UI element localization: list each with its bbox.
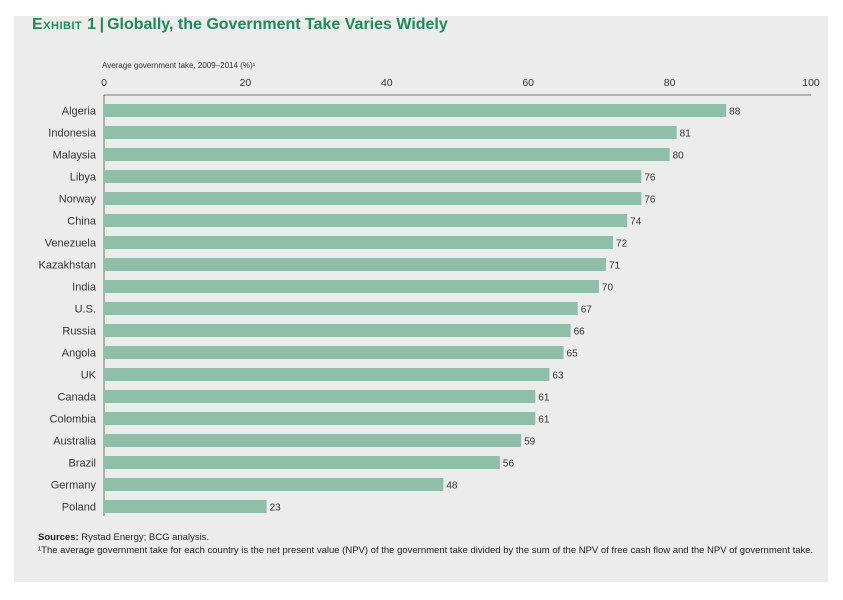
category-label: Germany — [51, 480, 97, 492]
category-label: China — [67, 216, 97, 228]
category-label: Brazil — [68, 458, 96, 470]
data-label: 76 — [644, 173, 656, 184]
title-separator: | — [99, 16, 105, 33]
data-label: 80 — [673, 151, 685, 162]
x-tick-label: 0 — [101, 77, 107, 89]
data-label: 76 — [644, 195, 656, 206]
x-tick-label: 80 — [664, 77, 676, 89]
category-label: Australia — [53, 436, 97, 448]
data-label: 63 — [552, 371, 564, 382]
x-tick-label: 60 — [522, 77, 534, 89]
category-label: Libya — [70, 172, 97, 184]
data-label: 59 — [524, 437, 536, 448]
exhibit-number: Exhibit 1 — [32, 16, 97, 33]
data-label: 65 — [567, 349, 579, 360]
category-label: Kazakhstan — [39, 260, 96, 272]
data-label: 72 — [616, 239, 628, 250]
sources-text: Rystad Energy; BCG analysis. — [81, 532, 210, 543]
bar — [104, 148, 670, 161]
category-label: U.S. — [75, 304, 96, 316]
sources-label: Sources: — [38, 532, 79, 543]
exhibit-title: Exhibit 1 | Globally, the Government Take … — [32, 16, 448, 34]
sources-block: Sources: Rystad Energy; BCG analysis. ¹T… — [38, 531, 818, 557]
category-label: Canada — [57, 392, 96, 404]
category-label: Venezuela — [45, 238, 97, 250]
category-label: Colombia — [50, 414, 97, 426]
bar — [104, 214, 628, 227]
data-label: 23 — [270, 503, 282, 514]
bar — [104, 412, 536, 425]
chart-title: Globally, the Government Take Varies Wid… — [107, 16, 448, 33]
footnote: ¹The average government take for each co… — [38, 545, 814, 556]
bar — [104, 500, 267, 513]
data-label: 48 — [446, 481, 458, 492]
bar — [104, 280, 599, 293]
data-label: 61 — [538, 393, 550, 404]
bar — [104, 346, 564, 359]
data-label: 61 — [538, 415, 550, 426]
category-label: Russia — [62, 326, 97, 338]
category-label: Algeria — [62, 106, 97, 118]
data-label: 56 — [503, 459, 515, 470]
data-label: 71 — [609, 261, 621, 272]
x-tick-label: 20 — [240, 77, 252, 89]
bar — [104, 456, 500, 469]
bar — [104, 302, 578, 315]
category-label: Indonesia — [48, 128, 97, 140]
category-label: Norway — [59, 194, 97, 206]
bar — [104, 324, 571, 337]
category-label: UK — [81, 370, 97, 382]
x-axis-label: Average government take, 2009–2014 (%)¹ — [102, 61, 256, 70]
category-label: Malaysia — [53, 150, 97, 162]
data-label: 81 — [680, 129, 692, 140]
bar — [104, 258, 606, 271]
bar — [104, 104, 727, 117]
bar — [104, 126, 677, 139]
x-tick-label: 100 — [802, 77, 820, 89]
bar — [104, 478, 444, 491]
data-label: 70 — [602, 283, 614, 294]
data-label: 66 — [574, 327, 586, 338]
bar — [104, 390, 536, 403]
bar — [104, 170, 642, 183]
category-label: Angola — [62, 348, 97, 360]
data-label: 74 — [630, 217, 642, 228]
category-label: India — [72, 282, 97, 294]
bar — [104, 236, 614, 249]
bar — [104, 192, 642, 205]
exhibit-panel: Exhibit 1 | Globally, the Government Take … — [14, 16, 828, 582]
x-tick-label: 40 — [381, 77, 393, 89]
category-label: Poland — [62, 502, 96, 514]
data-label: 67 — [581, 305, 593, 316]
data-label: 88 — [729, 107, 741, 118]
bar — [104, 368, 550, 381]
bar — [104, 434, 522, 447]
bar-chart: Average government take, 2009–2014 (%)¹ 0… — [39, 61, 820, 516]
